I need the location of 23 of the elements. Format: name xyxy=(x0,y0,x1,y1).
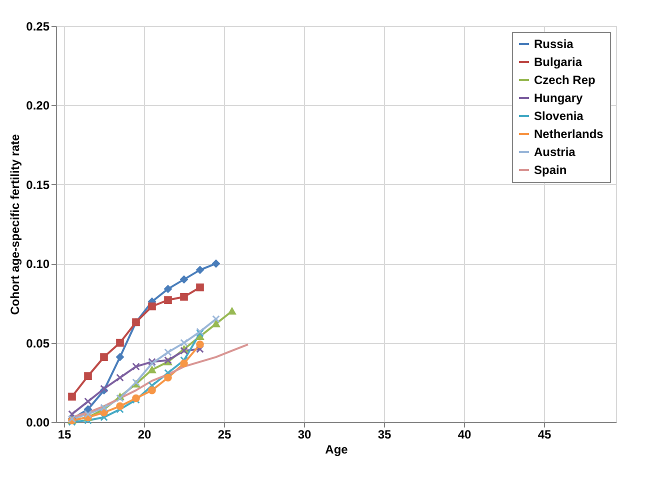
y-tick-label: 0.10 xyxy=(26,257,50,272)
y-tick-label: 0.05 xyxy=(26,336,50,350)
x-tick-label: 20 xyxy=(138,428,152,442)
legend-label: Slovenia xyxy=(534,109,584,123)
legend-label: Hungary xyxy=(534,91,583,105)
x-tick-label: 30 xyxy=(298,428,312,442)
x-tick-label: 35 xyxy=(378,428,392,442)
y-tick-label: 0.25 xyxy=(26,20,50,34)
legend-label: Netherlands xyxy=(534,127,604,141)
legend-label: Russia xyxy=(534,37,574,51)
x-tick-label: 15 xyxy=(58,428,72,442)
legend-label: Czech Rep xyxy=(534,73,596,87)
y-tick-label: 0.15 xyxy=(26,178,50,192)
y-tick-label: 0.20 xyxy=(26,98,50,113)
legend-label: Austria xyxy=(534,145,576,159)
x-tick-label: 40 xyxy=(458,428,472,442)
x-tick-label: 25 xyxy=(218,428,232,442)
legend-label: Spain xyxy=(534,163,567,177)
x-tick-label: 45 xyxy=(538,428,552,442)
x-axis-title: Age xyxy=(325,442,348,456)
legend-label: Bulgaria xyxy=(534,55,582,69)
y-axis-title: Cohort age-specific fertility rate xyxy=(8,134,22,315)
y-tick-label: 0.00 xyxy=(26,416,50,430)
